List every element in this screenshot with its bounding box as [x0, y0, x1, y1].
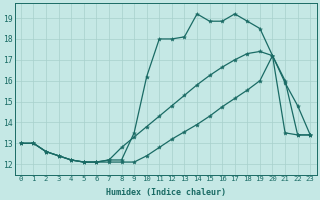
X-axis label: Humidex (Indice chaleur): Humidex (Indice chaleur) [106, 188, 226, 197]
